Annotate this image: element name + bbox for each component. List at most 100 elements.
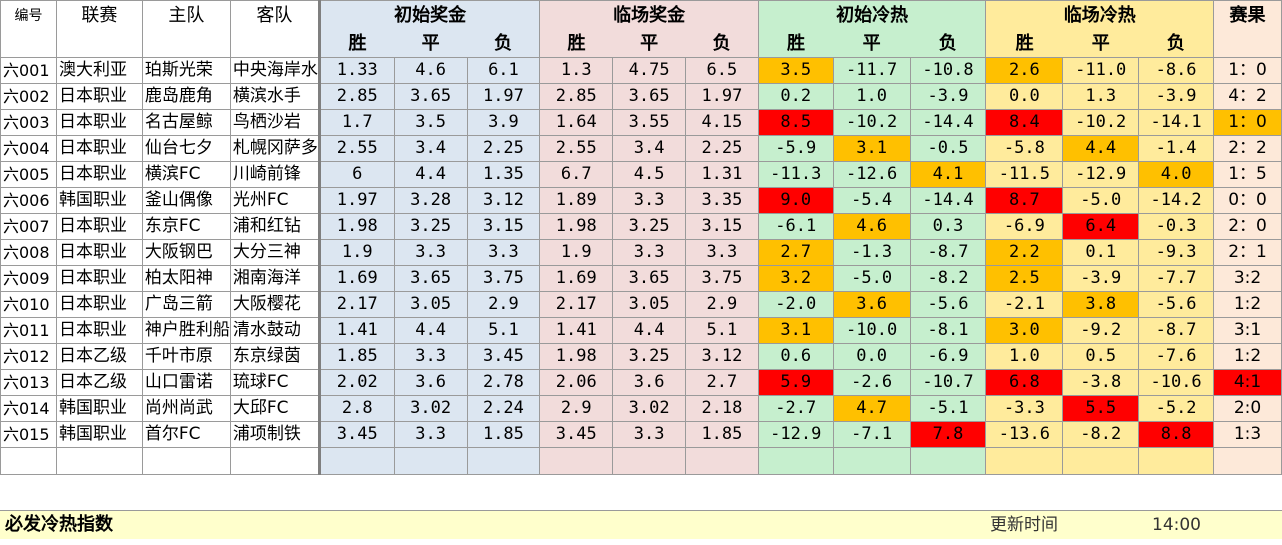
- fh-cell: 8.8: [1138, 421, 1215, 448]
- fh-cell: -9.2: [1062, 317, 1140, 344]
- empty-cell: [832, 447, 911, 475]
- fo-cell: 3.05: [612, 291, 686, 318]
- table-row: 六004 日本职业 仙台七夕 札幌冈萨多 2.55 3.4 2.25 2.55 3.4 2.25-…: [0, 135, 1282, 162]
- io-cell: 3.28: [393, 187, 468, 214]
- away-team-cell: 琉球FC: [229, 369, 321, 396]
- io-cell: 2.9: [466, 291, 541, 318]
- ih-cell: 0.3: [909, 213, 987, 240]
- home-team-cell: 尚州尚武: [141, 395, 231, 422]
- fo-cell: 5.1: [685, 317, 759, 344]
- fo-cell: 3.02: [612, 395, 686, 422]
- header-home: 主队: [141, 0, 231, 58]
- fh-cell: -10.2: [1062, 109, 1140, 136]
- ih-cell: -14.4: [909, 187, 987, 214]
- io-cell: 2.17: [318, 291, 395, 318]
- table-row: 六010 日本职业 广岛三箭 大阪樱花 2.17 3.05 2.9 2.17 3.05 2.9 -2…: [0, 291, 1282, 318]
- update-time-label: 更新时间: [990, 515, 1058, 535]
- sub-fo-loss: 负: [685, 31, 759, 58]
- match-id: 六006: [0, 187, 57, 214]
- league-cell: 日本职业: [55, 161, 143, 188]
- league-cell: 韩国职业: [55, 395, 143, 422]
- match-id: 六014: [0, 395, 57, 422]
- io-cell: 3.12: [466, 187, 541, 214]
- empty-cell: [685, 447, 759, 475]
- empty-cell: [1062, 447, 1140, 475]
- io-cell: 4.4: [393, 161, 468, 188]
- empty-cell: [55, 447, 143, 475]
- fo-cell: 4.4: [612, 317, 686, 344]
- fh-cell: -3.3: [985, 395, 1064, 422]
- away-team-cell: 光州FC: [229, 187, 321, 214]
- league-cell: 日本乙级: [55, 369, 143, 396]
- fh-cell: 3.0: [985, 317, 1064, 344]
- match-id: 六009: [0, 265, 57, 292]
- fo-cell: 2.06: [539, 369, 614, 396]
- fo-cell: 1.31: [685, 161, 759, 188]
- fh-cell: -7.7: [1138, 265, 1215, 292]
- io-cell: 3.65: [393, 83, 468, 110]
- fh-cell: -5.0: [1062, 187, 1140, 214]
- ih-cell: -12.9: [757, 421, 834, 448]
- ih-cell: 4.6: [832, 213, 911, 240]
- io-cell: 3.9: [466, 109, 541, 136]
- ih-cell: 3.1: [832, 135, 911, 162]
- fo-cell: 2.9: [539, 395, 614, 422]
- result-cell: 2:0: [1213, 395, 1282, 422]
- away-team-cell: 湘南海洋: [229, 265, 321, 292]
- fh-cell: -10.6: [1138, 369, 1215, 396]
- io-cell: 1.33: [318, 57, 395, 84]
- table-row: 六013 日本乙级 山口雷诺 琉球FC 2.02 3.6 2.78 2.06 3.6 2.7 5.9…: [0, 369, 1282, 396]
- away-team-cell: 浦项制铁: [229, 421, 321, 448]
- sub-fh-win: 胜: [985, 31, 1063, 58]
- table-row: 六008 日本职业 大阪钢巴 大分三神 1.9 3.3 3.3 1.9 3.3 3.3 2.7 -1.…: [0, 239, 1282, 266]
- fo-cell: 3.3: [612, 421, 686, 448]
- ih-cell: 7.8: [909, 421, 987, 448]
- ih-cell: 2.7: [757, 239, 834, 266]
- fh-cell: -8.2: [1062, 421, 1140, 448]
- table-row: 六015 韩国职业 首尔FC 浦项制铁 3.45 3.3 1.85 3.45 3.3 1.85 -1…: [0, 421, 1282, 448]
- io-cell: 4.4: [393, 317, 468, 344]
- result-cell: 2：1: [1213, 239, 1282, 266]
- fo-cell: 3.25: [612, 343, 686, 370]
- io-cell: 6: [318, 161, 395, 188]
- fo-cell: 3.4: [612, 135, 686, 162]
- fo-cell: 3.25: [612, 213, 686, 240]
- io-cell: 3.65: [393, 265, 468, 292]
- io-cell: 3.05: [393, 291, 468, 318]
- fo-cell: 3.45: [539, 421, 614, 448]
- away-team-cell: 东京绿茵: [229, 343, 321, 370]
- io-cell: 3.45: [318, 421, 395, 448]
- ih-cell: -5.9: [757, 135, 834, 162]
- result-cell: 1：0: [1213, 109, 1282, 136]
- header-id: 编号: [0, 0, 57, 58]
- ih-cell: 3.1: [757, 317, 834, 344]
- home-team-cell: 广岛三箭: [141, 291, 231, 318]
- league-cell: 日本职业: [55, 135, 143, 162]
- table-row: 六006 韩国职业 釜山偶像 光州FC 1.97 3.28 3.12 1.89 3.3 3.35 9…: [0, 187, 1282, 214]
- ih-cell: -0.5: [909, 135, 987, 162]
- ih-cell: -8.2: [909, 265, 987, 292]
- league-cell: 日本乙级: [55, 343, 143, 370]
- home-team-cell: 山口雷诺: [141, 369, 231, 396]
- ih-cell: -11.7: [832, 57, 911, 84]
- empty-cell: [1138, 447, 1215, 475]
- home-team-cell: 名古屋鲸: [141, 109, 231, 136]
- sub-ih-loss: 负: [910, 31, 987, 58]
- table-row: 六003 日本职业 名古屋鲸 鸟栖沙岩 1.7 3.5 3.9 1.64 3.55 4.15 8.5…: [0, 109, 1282, 136]
- empty-cell: [985, 447, 1064, 475]
- fo-cell: 2.17: [539, 291, 614, 318]
- io-cell: 2.55: [318, 135, 395, 162]
- io-cell: 1.7: [318, 109, 395, 136]
- result-cell: 1:3: [1213, 421, 1282, 448]
- empty-cell: [1213, 447, 1282, 475]
- match-id: 六007: [0, 213, 57, 240]
- io-cell: 3.25: [393, 213, 468, 240]
- fo-cell: 1.64: [539, 109, 614, 136]
- table-row: 六005 日本职业 横滨FC 川崎前锋 6 4.4 1.35 6.7 4.5 1.31 -11.3-…: [0, 161, 1282, 188]
- header-final-heat: 临场冷热: [985, 0, 1215, 31]
- fh-cell: -12.9: [1062, 161, 1140, 188]
- fo-cell: 3.6: [612, 369, 686, 396]
- fh-cell: 1.0: [985, 343, 1064, 370]
- fo-cell: 4.75: [612, 57, 686, 84]
